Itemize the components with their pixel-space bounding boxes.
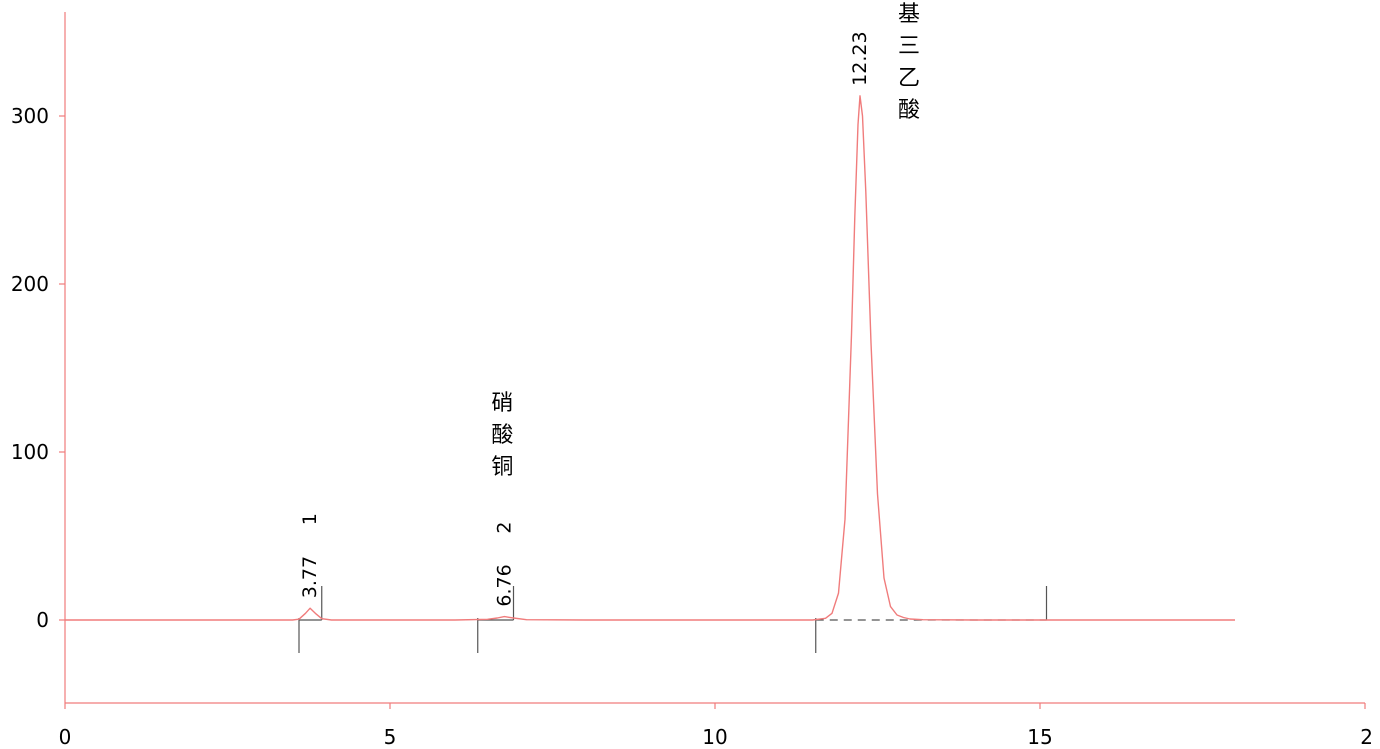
x-tick-label: 10: [702, 725, 727, 749]
peak-name-label: 酸: [898, 98, 920, 123]
peak-number-label: 2: [493, 522, 515, 534]
peak-retention-time-label: 12.23: [849, 31, 871, 85]
trace-group: [65, 95, 1235, 621]
peak-name-label: 基: [898, 2, 920, 27]
y-tick-label: 300: [11, 104, 49, 128]
peak-retention-time-label: 6.76: [493, 564, 515, 606]
y-tick-label: 200: [11, 272, 49, 296]
peak-name-label: 硝: [491, 391, 513, 416]
y-tick-label: 100: [11, 440, 49, 464]
peak-name-label: 三: [898, 34, 920, 59]
peak-name-label: 铜: [491, 455, 513, 480]
peak-name-label: 酸: [491, 423, 513, 448]
x-tick-label: 0: [59, 725, 72, 749]
x-tick-label: 15: [1027, 725, 1052, 749]
peak-number-label: 1: [299, 513, 321, 525]
x-tick-label: 2: [1360, 725, 1373, 749]
x-tick-label: 5: [384, 725, 397, 749]
trace-line: [65, 95, 1235, 621]
peak-retention-time-label: 3.77: [299, 556, 321, 598]
peak-name-label: 乙: [898, 66, 920, 91]
y-tick-label: 0: [36, 608, 49, 632]
tick-marks: 0 100 200 300 0 5 10 15 2: [11, 104, 1373, 749]
axes: [64, 12, 1365, 704]
